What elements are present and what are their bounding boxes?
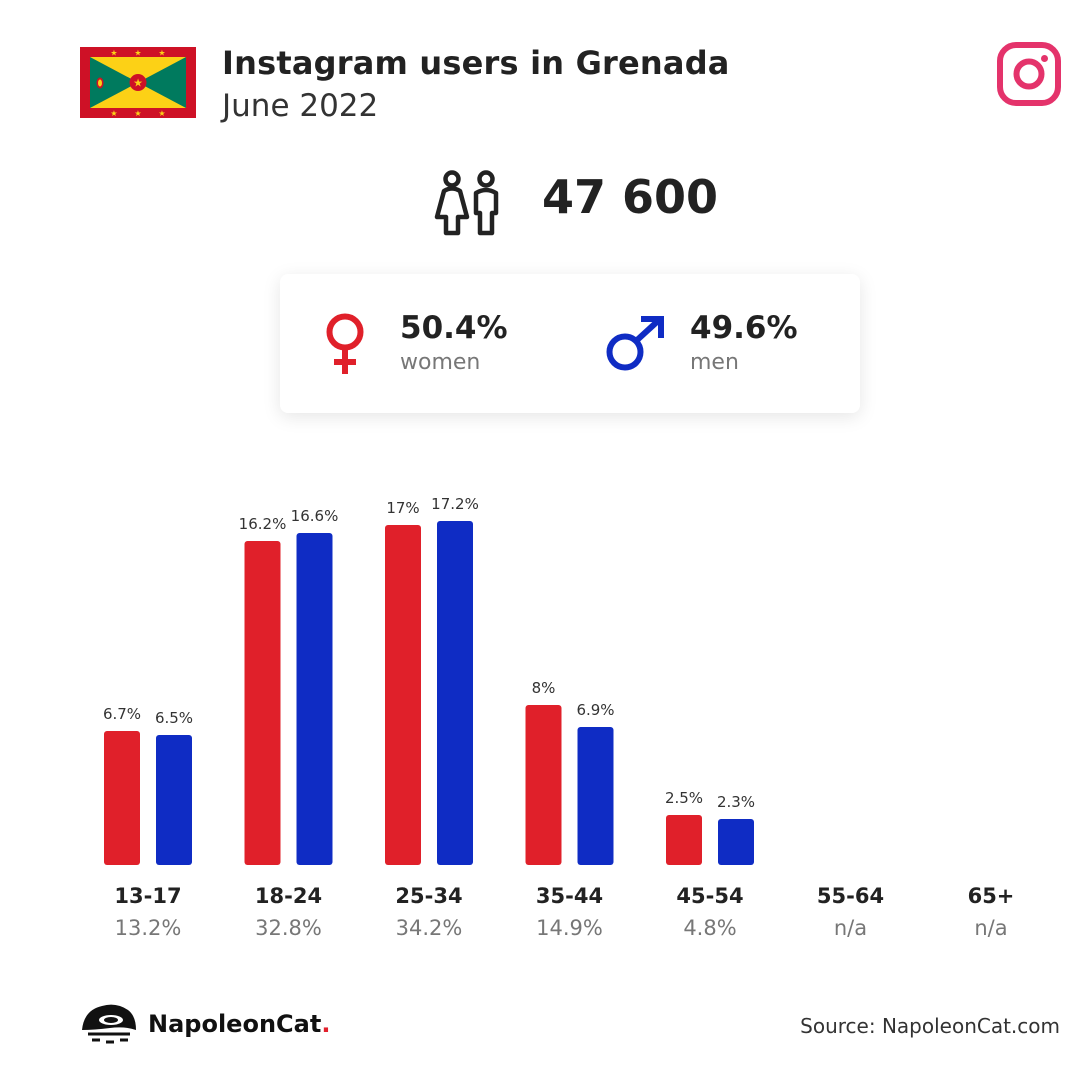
svg-text:★: ★ (134, 49, 141, 58)
women-label: women (400, 350, 481, 375)
instagram-icon (997, 42, 1061, 106)
svg-text:★: ★ (158, 49, 165, 58)
category-label-13-17: 13-17 (114, 884, 182, 908)
category-label-35-44: 35-44 (535, 884, 604, 908)
category-label-55-64: 55-64 (816, 884, 885, 908)
svg-text:★: ★ (134, 109, 141, 118)
grenada-flag-icon: ★ ★ ★ ★ ★ ★ ★ (80, 47, 196, 118)
users-icon (434, 170, 499, 236)
bar-label-men-45-54: 2.3% (717, 793, 755, 811)
bar-label-women-13-17: 6.7% (103, 705, 141, 723)
bar-men-35-44 (577, 727, 614, 865)
brand-dot: . (321, 1010, 331, 1038)
brand-text: NapoleonCat (148, 1010, 322, 1038)
category-total-13-17: 13.2% (114, 916, 182, 940)
svg-text:★: ★ (158, 109, 165, 118)
bar-women-18-24 (244, 541, 281, 865)
source-text: Source: NapoleonCat.com (800, 1014, 1060, 1038)
men-label: men (690, 350, 739, 375)
svg-text:★: ★ (110, 109, 117, 118)
bar-label-women-18-24: 16.2% (239, 515, 287, 533)
category-total-45-54: 4.8% (683, 916, 737, 940)
age-bar-chart: 6.7% 6.5% 16.2% 16.6% 17% 17.2% 8% 6.9% 2.5% 2.3% (103, 495, 755, 865)
category-total-55-64: n/a (833, 916, 868, 940)
bar-label-men-13-17: 6.5% (155, 709, 193, 727)
bar-men-18-24 (296, 533, 333, 865)
total-users: 47 600 (542, 170, 719, 224)
bar-label-men-35-44: 6.9% (576, 701, 614, 719)
bar-label-women-35-44: 8% (532, 679, 556, 697)
category-label-25-34: 25-34 (395, 884, 463, 908)
page-subtitle: June 2022 (222, 88, 379, 124)
bar-label-men-25-34: 17.2% (431, 495, 479, 513)
napoleoncat-logo-icon (82, 1004, 136, 1044)
bar-men-45-54 (718, 819, 754, 865)
gender-card (280, 274, 860, 413)
bar-men-25-34 (437, 521, 473, 865)
bar-label-women-25-34: 17% (386, 499, 419, 517)
category-total-65+: n/a (974, 916, 1008, 940)
category-total-35-44: 14.9% (536, 916, 603, 940)
category-label-18-24: 18-24 (254, 884, 323, 908)
bar-label-women-45-54: 2.5% (665, 789, 703, 807)
category-label-65+: 65+ (967, 884, 1015, 908)
brand-name: NapoleonCat. (148, 1010, 330, 1038)
bar-men-13-17 (156, 735, 192, 865)
bar-label-men-18-24: 16.6% (291, 507, 339, 525)
category-label-45-54: 45-54 (676, 884, 744, 908)
bar-women-35-44 (525, 705, 562, 865)
bar-women-45-54 (666, 815, 702, 865)
svg-text:★: ★ (133, 77, 143, 90)
svg-text:★: ★ (110, 49, 117, 58)
female-symbol-icon (326, 313, 364, 374)
category-total-25-34: 34.2% (395, 916, 463, 940)
women-percentage: 50.4% (400, 310, 508, 346)
male-symbol-icon (606, 316, 664, 371)
men-percentage: 49.6% (690, 310, 798, 346)
bar-women-13-17 (104, 731, 140, 865)
page-title: Instagram users in Grenada (222, 44, 730, 82)
category-total-18-24: 32.8% (255, 916, 322, 940)
bar-women-25-34 (385, 525, 421, 865)
